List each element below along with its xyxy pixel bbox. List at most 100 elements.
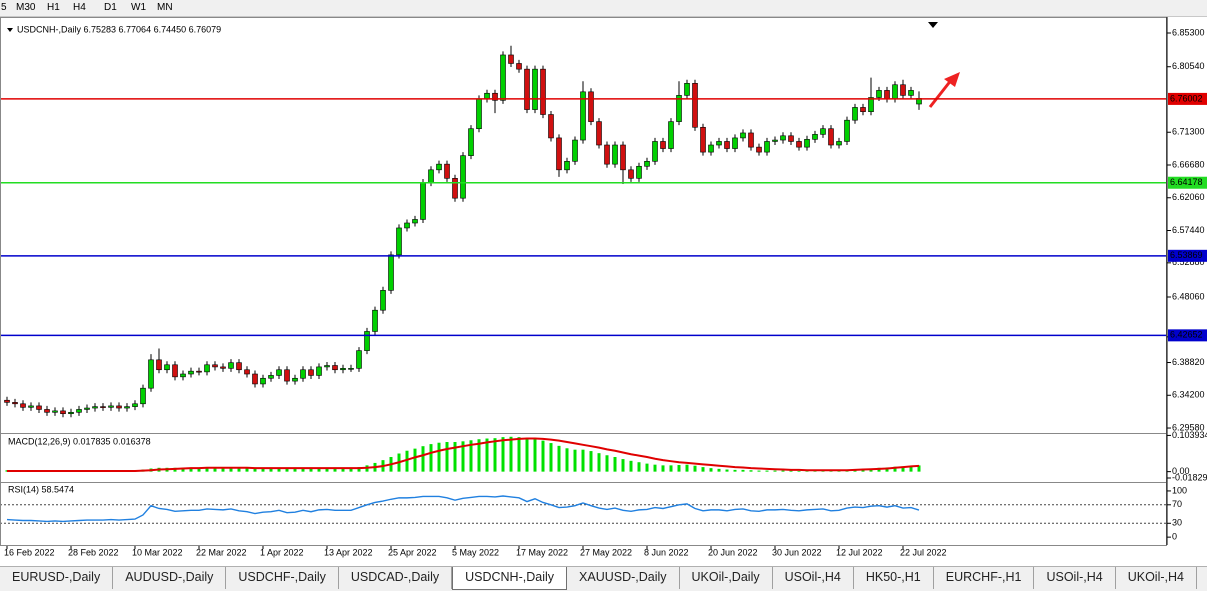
timeframe-button[interactable]: W1 bbox=[131, 2, 146, 13]
candle-body bbox=[564, 161, 570, 171]
macd-bar bbox=[549, 443, 553, 472]
x-tick-label: 22 Mar 2022 bbox=[196, 547, 247, 557]
timeframe-button[interactable]: MN bbox=[157, 2, 173, 13]
macd-bar bbox=[613, 457, 617, 472]
x-tick-label: 1 Apr 2022 bbox=[260, 547, 304, 557]
candle-body bbox=[700, 126, 706, 153]
macd-bar bbox=[669, 465, 673, 472]
candle-body bbox=[780, 135, 786, 141]
candle-body bbox=[108, 405, 114, 408]
symbol-tab[interactable]: XAUUSD-,Daily bbox=[567, 567, 680, 589]
macd-bar bbox=[517, 437, 521, 472]
candle-body bbox=[524, 68, 530, 110]
y-tick-label: 0.00 bbox=[1172, 466, 1190, 476]
y-tick-label: 70 bbox=[1172, 499, 1182, 509]
candle-body bbox=[772, 139, 778, 142]
macd-bar bbox=[685, 464, 689, 472]
y-tick-label: 0 bbox=[1172, 532, 1177, 542]
candle-body bbox=[148, 359, 154, 389]
candle-body bbox=[444, 163, 450, 179]
macd-bar bbox=[565, 448, 569, 472]
symbol-tab[interactable]: UKOil-,H4 bbox=[1116, 567, 1197, 589]
timeframe-button[interactable]: M30 bbox=[16, 2, 36, 13]
symbol-tabs: EURUSD-,Daily AUDUSD-,Daily USDCHF-,Daily U… bbox=[0, 566, 1207, 591]
timeframe-button[interactable]: 5 bbox=[1, 2, 7, 13]
macd-bar bbox=[477, 439, 481, 472]
macd-bar bbox=[237, 468, 241, 472]
macd-bar bbox=[733, 469, 737, 472]
symbol-tab[interactable]: EURUSD-,Daily bbox=[0, 567, 114, 589]
macd-bar bbox=[269, 468, 273, 472]
candle-body bbox=[452, 178, 458, 199]
macd-bar bbox=[757, 470, 761, 472]
macd-bar bbox=[221, 468, 225, 472]
candle-body bbox=[460, 155, 466, 199]
x-tick-label: 25 Apr 2022 bbox=[388, 547, 437, 557]
candle-body bbox=[348, 368, 354, 370]
candle-body bbox=[44, 409, 50, 413]
candle-body bbox=[396, 227, 402, 256]
macd-bar bbox=[317, 468, 321, 472]
candle-body bbox=[260, 377, 266, 385]
x-tick-label: 8 Jun 2022 bbox=[644, 547, 689, 557]
symbol-tab[interactable]: USDCNH-,Daily bbox=[452, 567, 568, 590]
candle-body bbox=[580, 91, 586, 141]
macd-bar bbox=[197, 467, 201, 472]
candle-body bbox=[652, 141, 658, 162]
candle-body bbox=[676, 95, 682, 122]
macd-bar bbox=[277, 468, 281, 472]
symbol-tab[interactable]: UKOil-,Daily bbox=[680, 567, 773, 589]
symbol-tab[interactable]: EURCHF-,H1 bbox=[934, 567, 1035, 589]
macd-bar bbox=[189, 467, 193, 472]
title-arrow bbox=[7, 28, 13, 32]
level-label: 6.53869 bbox=[1170, 250, 1203, 260]
candle-body bbox=[748, 132, 754, 148]
macd-bar bbox=[301, 468, 305, 472]
candle-body bbox=[68, 411, 74, 415]
symbol-tab[interactable]: USOil-,H4 bbox=[773, 567, 854, 589]
candle-body bbox=[588, 91, 594, 122]
macd-bar bbox=[285, 468, 289, 472]
candle-body bbox=[140, 387, 146, 405]
candle-body bbox=[276, 369, 282, 376]
symbol-tab[interactable]: USOil-,H4 bbox=[1034, 567, 1116, 589]
timeframe-button[interactable]: H1 bbox=[47, 2, 60, 13]
candle-body bbox=[868, 97, 874, 112]
timeframe-toolbar: 5 M30 H1 H4 D1 W1 MN bbox=[0, 0, 1207, 17]
level-label: 6.76002 bbox=[1170, 93, 1203, 103]
candle-body bbox=[708, 144, 714, 153]
candle-body bbox=[788, 135, 794, 142]
candle-body bbox=[628, 169, 634, 179]
macd-bar bbox=[741, 469, 745, 472]
macd-bar bbox=[725, 469, 729, 472]
candle-body bbox=[116, 405, 122, 409]
symbol-tab[interactable]: HK50-,H1 bbox=[854, 567, 934, 589]
symbol-tab[interactable]: USDCHF-,Daily bbox=[226, 567, 339, 589]
macd-bar bbox=[805, 470, 809, 472]
symbol-tab[interactable]: USDCAD-,Daily bbox=[339, 567, 453, 589]
trend-arrow-head bbox=[944, 72, 960, 87]
candle-body bbox=[836, 141, 842, 146]
panel-title: USDCNH-,Daily 6.75283 6.77064 6.74450 6.… bbox=[17, 24, 221, 34]
symbol-tab[interactable]: AUDUSD-,Daily bbox=[113, 567, 227, 589]
candle-body bbox=[412, 219, 418, 224]
timeframe-button[interactable]: D1 bbox=[104, 2, 117, 13]
timeframe-button[interactable]: H4 bbox=[73, 2, 86, 13]
candle-body bbox=[540, 68, 546, 115]
candle-body bbox=[668, 121, 674, 149]
macd-bar bbox=[717, 468, 721, 472]
x-tick-label: 5 May 2022 bbox=[452, 547, 499, 557]
x-tick-label: 10 Mar 2022 bbox=[132, 547, 183, 557]
candle-body bbox=[364, 331, 370, 351]
macd-bar bbox=[485, 438, 489, 472]
candle-body bbox=[380, 290, 386, 311]
candle-body bbox=[900, 84, 906, 96]
y-tick-label: 6.34200 bbox=[1172, 390, 1205, 400]
y-tick-label: -0.01829 bbox=[1172, 472, 1207, 482]
macd-bar bbox=[693, 465, 697, 472]
macd-bar bbox=[661, 465, 665, 472]
candle-body bbox=[76, 409, 82, 413]
macd-bar bbox=[341, 468, 345, 472]
candle-body bbox=[500, 54, 506, 101]
